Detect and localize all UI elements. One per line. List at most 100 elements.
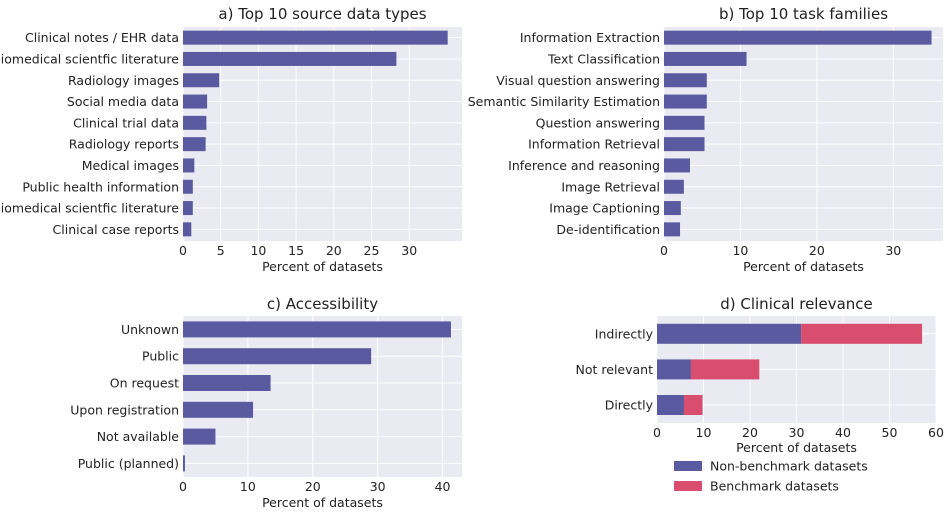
bar-b xyxy=(664,158,690,173)
bar-b xyxy=(664,94,707,109)
panel-title-a: a) Top 10 source data types xyxy=(218,5,426,23)
category-label-b: Visual question answering xyxy=(496,73,660,88)
category-label-c: Not available xyxy=(97,429,180,444)
category-label-c: On request xyxy=(110,376,179,391)
category-label-b: Semantic Similarity Estimation xyxy=(468,94,660,109)
bar-a xyxy=(183,115,207,130)
bar-a xyxy=(183,201,193,216)
category-label-d: Directly xyxy=(605,398,654,413)
x-axis-label-d: Percent of datasets xyxy=(736,440,857,455)
tick-label-c: 20 xyxy=(305,479,321,494)
bar-c xyxy=(183,375,271,391)
panel-a: Clinical notes / EHR data Biomedical scie… xyxy=(0,5,462,274)
bar-b xyxy=(664,73,707,88)
tick-label-a: 10 xyxy=(250,243,266,258)
tick-label-b: 10 xyxy=(732,243,748,258)
bar-a xyxy=(183,51,397,66)
legend-swatch xyxy=(674,461,702,471)
panel-d: Indirectly Not relevant Directly 0 10 20 30 40 5… xyxy=(576,295,944,494)
category-label-a: Biomedical scientfic literature xyxy=(0,201,179,216)
tick-label-a: 15 xyxy=(288,243,304,258)
tick-label-d: 0 xyxy=(653,425,661,440)
tick-label-a: 0 xyxy=(179,243,187,258)
bar-d-benchmark xyxy=(683,395,703,415)
category-label-b: Text Classification xyxy=(547,51,660,66)
panel-c: Unknown Public On request Upon registration… xyxy=(70,295,462,510)
tick-label-c: 10 xyxy=(240,479,256,494)
tick-label-c: 30 xyxy=(370,479,386,494)
bar-a xyxy=(183,73,220,88)
category-label-b: Image Retrieval xyxy=(561,179,660,194)
tick-label-d: 50 xyxy=(882,425,898,440)
bar-d-benchmark xyxy=(690,359,760,380)
tick-label-d: 60 xyxy=(928,425,944,440)
category-label-a: Clinical case reports xyxy=(53,222,179,237)
category-label-a: Radiology reports xyxy=(69,137,179,152)
bar-a xyxy=(183,137,206,152)
bar-a xyxy=(183,158,195,173)
bar-c xyxy=(183,455,185,472)
category-label-b: Question answering xyxy=(536,115,660,130)
category-label-b: Information Retrieval xyxy=(528,137,660,152)
panel-b: Information Extraction Text Classificatio… xyxy=(468,5,943,274)
category-label-d: Indirectly xyxy=(595,326,654,341)
bar-b xyxy=(664,51,747,66)
category-label-a: Medical images xyxy=(82,158,179,173)
bar-d-nonbenchmark xyxy=(657,395,684,415)
bar-c xyxy=(183,401,254,418)
category-label-a: Clinical notes / EHR data xyxy=(25,30,179,45)
tick-label-a: 5 xyxy=(217,243,225,258)
tick-label-a: 30 xyxy=(401,243,417,258)
panel-title-d: d) Clinical relevance xyxy=(720,295,873,313)
category-label-b: Information Extraction xyxy=(520,30,660,45)
tick-label-b: 20 xyxy=(809,243,825,258)
bar-b xyxy=(664,115,705,130)
legend-swatch xyxy=(674,481,702,491)
category-label-a: Clinical trial data xyxy=(73,115,179,130)
category-label-a: Radiology images xyxy=(68,73,179,88)
category-label-a: Social media data xyxy=(67,94,179,109)
bar-c xyxy=(183,428,216,445)
category-label-c: Public xyxy=(142,349,179,364)
plot-area-c xyxy=(183,316,462,477)
bar-a xyxy=(183,179,193,194)
legend-label: Benchmark datasets xyxy=(710,479,839,494)
bar-b xyxy=(664,179,684,194)
bar-d-nonbenchmark xyxy=(657,323,802,344)
bar-d-benchmark xyxy=(801,323,923,344)
category-label-c: Public (planned) xyxy=(78,456,179,471)
panel-title-c: c) Accessibility xyxy=(267,295,378,313)
tick-label-b: 0 xyxy=(660,243,668,258)
tick-label-d: 30 xyxy=(789,425,805,440)
tick-label-a: 20 xyxy=(326,243,342,258)
category-label-c: Upon registration xyxy=(70,402,179,417)
bar-a xyxy=(183,222,192,237)
category-label-d: Not relevant xyxy=(576,362,654,377)
bar-d-nonbenchmark xyxy=(657,359,691,380)
bar-c xyxy=(183,321,451,338)
tick-label-a: 25 xyxy=(364,243,380,258)
x-axis-label-a: Percent of datasets xyxy=(262,259,383,274)
bar-b xyxy=(664,201,681,216)
x-axis-label-c: Percent of datasets xyxy=(262,495,383,510)
bar-c xyxy=(183,348,372,365)
bar-a xyxy=(183,94,208,109)
legend: Non-benchmark datasets Benchmark datasets xyxy=(674,459,868,494)
category-label-b: Inference and reasoning xyxy=(508,158,660,173)
bar-a xyxy=(183,30,448,45)
legend-label: Non-benchmark datasets xyxy=(710,459,868,474)
category-label-a: Public health information xyxy=(22,179,179,194)
tick-label-b: 30 xyxy=(885,243,901,258)
category-label-b: Image Captioning xyxy=(549,201,660,216)
x-axis-label-b: Percent of datasets xyxy=(743,259,864,274)
tick-label-d: 20 xyxy=(742,425,758,440)
bar-b xyxy=(664,137,705,152)
tick-label-d: 40 xyxy=(835,425,851,440)
bar-b xyxy=(664,30,932,45)
tick-label-d: 10 xyxy=(696,425,712,440)
bar-b xyxy=(664,222,681,237)
category-label-a: Biomedical scientfic literature xyxy=(0,51,179,66)
category-label-c: Unknown xyxy=(121,322,179,337)
panel-title-b: b) Top 10 task families xyxy=(719,5,888,23)
